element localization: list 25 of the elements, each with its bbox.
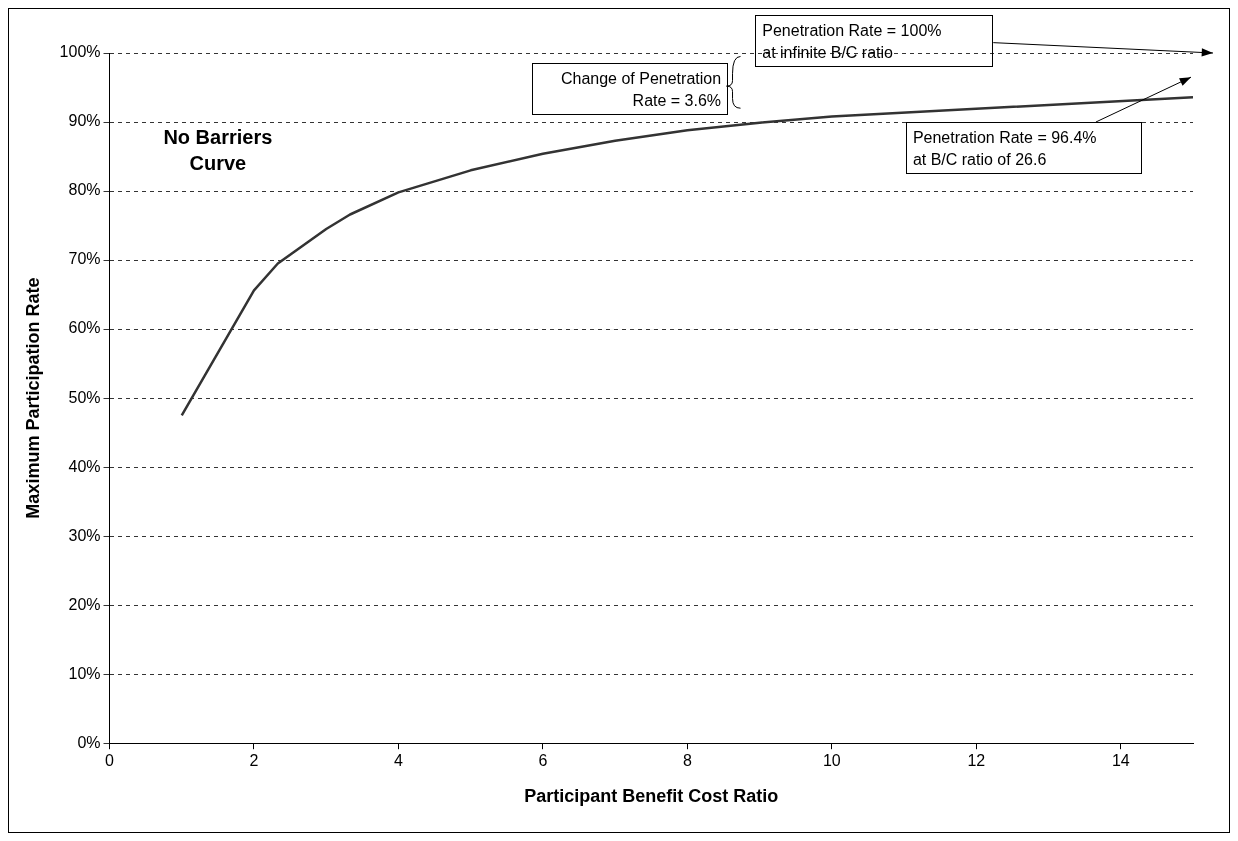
x-tick-label: 4 xyxy=(394,752,403,770)
x-axis-title: Participant Benefit Cost Ratio xyxy=(524,786,779,807)
y-tick-label: 10% xyxy=(68,664,101,682)
x-tick-label: 8 xyxy=(682,752,692,770)
y-tick-label: 100% xyxy=(59,43,101,61)
y-tick-label: 50% xyxy=(68,388,101,406)
x-tick-label: 14 xyxy=(1111,752,1130,770)
x-tick-label: 0 xyxy=(105,752,115,770)
y-tick-label: 30% xyxy=(68,526,101,544)
y-tick-label: 60% xyxy=(68,319,101,337)
x-tick-label: 10 xyxy=(822,752,841,770)
x-tick-label: 6 xyxy=(538,752,548,770)
annotation: Penetration Rate = 100% at infinite B/C ratio xyxy=(755,15,994,68)
y-tick-label: 90% xyxy=(68,112,101,130)
y-tick-label: 40% xyxy=(68,457,101,475)
x-tick-label: 12 xyxy=(967,752,986,770)
annotation: No Barriers Curve xyxy=(163,126,273,175)
y-tick-label: 20% xyxy=(68,595,101,613)
x-tick-label: 2 xyxy=(249,752,259,770)
y-tick-label: 80% xyxy=(68,181,101,199)
y-axis-title: Maximum Participation Rate xyxy=(22,277,43,519)
annotation: Penetration Rate = 96.4% at B/C ratio of 26.6 xyxy=(905,122,1142,175)
y-tick-label: 70% xyxy=(68,250,101,268)
annotation: Change of Penetration Rate = 3.6% xyxy=(532,63,729,116)
y-tick-label: 0% xyxy=(77,733,101,751)
